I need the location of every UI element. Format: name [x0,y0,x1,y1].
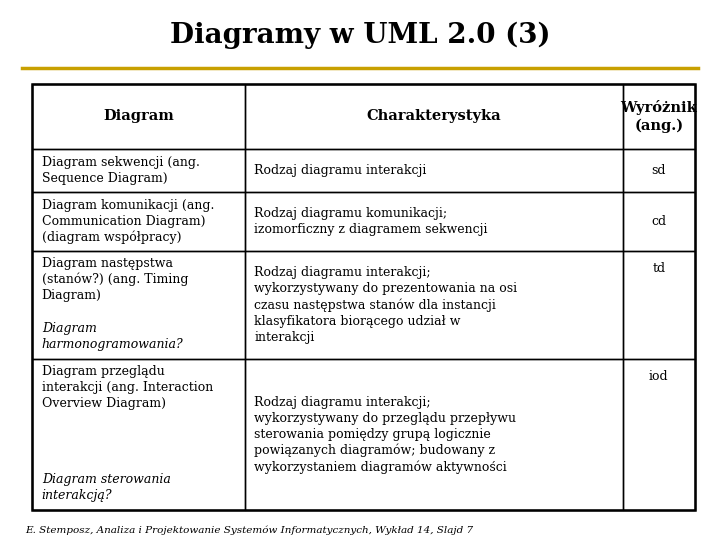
Bar [32,84,245,148]
Text: sd: sd [652,164,666,177]
Bar [623,359,695,510]
Text: Rodzaj diagramu interakcji: Rodzaj diagramu interakcji [254,164,426,177]
Text: cd: cd [651,215,667,228]
Text: Diagram sterowania
interakcją?: Diagram sterowania interakcją? [42,473,171,502]
Text: Charakterystyka: Charakterystyka [366,109,501,123]
Bar [245,359,623,510]
Bar [623,192,695,251]
Text: Diagram komunikacji (ang.
Communication Diagram)
(diagram współpracy): Diagram komunikacji (ang. Communication … [42,199,214,244]
Bar [245,192,623,251]
Text: Diagram
harmonogramowania?: Diagram harmonogramowania? [42,322,184,351]
Bar [32,84,695,510]
Text: Diagram sekwencji (ang.
Sequence Diagram): Diagram sekwencji (ang. Sequence Diagram… [42,156,199,185]
Text: E. Stemposz, Analiza i Projektowanie Systemów Informatycznych, Wykład 14, Slajd : E. Stemposz, Analiza i Projektowanie Sys… [25,525,473,535]
Text: Diagram: Diagram [103,109,174,123]
Bar [245,148,623,192]
Bar [32,359,245,510]
Bar [623,84,695,148]
Text: Rodzaj diagramu interakcji;
wykorzystywany do przeglądu przepływu
sterowania pom: Rodzaj diagramu interakcji; wykorzystywa… [254,395,516,474]
Text: Diagram następstwa
(stanów?) (ang. Timing
Diagram): Diagram następstwa (stanów?) (ang. Timin… [42,256,188,302]
Text: Rodzaj diagramu interakcji;
wykorzystywany do prezentowania na osi
czasu następs: Rodzaj diagramu interakcji; wykorzystywa… [254,266,517,344]
Bar [245,84,623,148]
Text: Diagramy w UML 2.0 (3): Diagramy w UML 2.0 (3) [170,22,550,49]
Text: Rodzaj diagramu komunikacji;
izomorficzny z diagramem sekwencji: Rodzaj diagramu komunikacji; izomorficzn… [254,207,487,236]
Bar [32,251,245,359]
Bar [245,251,623,359]
Bar [623,251,695,359]
Bar [623,148,695,192]
Text: Wyróżnik
(ang.): Wyróżnik (ang.) [621,100,697,132]
Text: iod: iod [649,370,669,383]
Bar [32,148,245,192]
Text: td: td [652,262,665,275]
Bar [32,192,245,251]
Text: Diagram przeglądu
interakcji (ang. Interaction
Overview Diagram): Diagram przeglądu interakcji (ang. Inter… [42,364,213,409]
